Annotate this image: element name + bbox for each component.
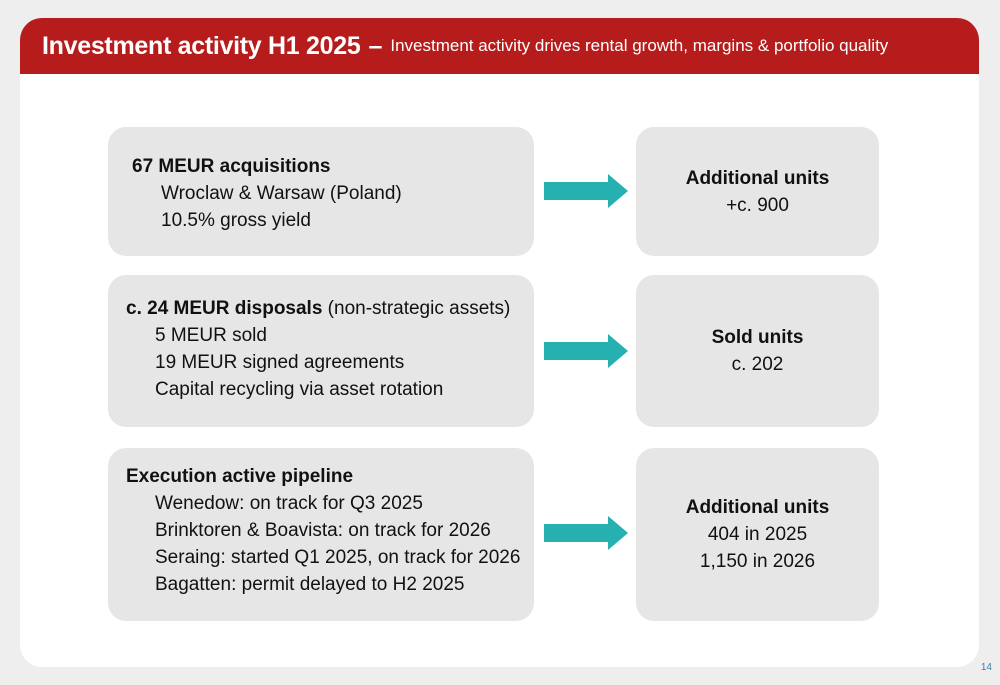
pipeline-line: Bagatten: permit delayed to H2 2025 — [155, 574, 465, 595]
disposals-box: c. 24 MEUR disposals (non-strategic asse… — [108, 275, 534, 427]
disposals-line: 19 MEUR signed agreements — [155, 352, 405, 373]
disposals-heading-bold: c. 24 MEUR disposals — [126, 298, 323, 319]
slide-header: Investment activity H1 2025 – Investment… — [20, 18, 979, 74]
sold-units-value: c. 202 — [731, 354, 784, 375]
additional-units-title: Additional units — [685, 167, 830, 189]
disposals-heading-rest: (non-strategic assets) — [322, 298, 511, 319]
additional-units-box: Additional units +c. 900 — [636, 127, 879, 256]
slide-card: Investment activity H1 2025 – Investment… — [20, 18, 979, 667]
slide-subtitle: Investment activity drives rental growth… — [390, 36, 889, 55]
pipeline-heading: Execution active pipeline — [126, 463, 534, 490]
title-separator: – — [368, 31, 383, 60]
pipeline-units-box: Additional units 404 in 2025 1,150 in 20… — [636, 448, 879, 621]
page-number: 14 — [980, 662, 992, 673]
acquisitions-box: 67 MEUR acquisitions Wroclaw & Warsaw (P… — [108, 127, 534, 256]
pipeline-box: Execution active pipeline Wenedow: on tr… — [108, 448, 534, 621]
slide-title: Investment activity H1 2025 — [42, 31, 361, 60]
arrow-right-icon — [544, 174, 628, 208]
acquisitions-heading-bold: 67 MEUR acquisitions — [132, 156, 331, 177]
pipeline-line: Seraing: started Q1 2025, on track for 2… — [155, 547, 521, 568]
sold-units-title: Sold units — [711, 327, 804, 348]
arrow-right-icon — [544, 334, 628, 368]
pipeline-line: Brinktoren & Boavista: on track for 2026 — [155, 520, 491, 541]
pipeline-line: Wenedow: on track for Q3 2025 — [155, 493, 423, 514]
arrow-right-icon — [544, 516, 628, 550]
disposals-heading: c. 24 MEUR disposals (non-strategic asse… — [126, 295, 534, 322]
pipeline-units-value-2026: 1,150 in 2026 — [699, 551, 816, 572]
disposals-line: 5 MEUR sold — [155, 325, 267, 346]
acquisitions-line: Wroclaw & Warsaw (Poland) — [161, 183, 402, 204]
sold-units-box: Sold units c. 202 — [636, 275, 879, 427]
acquisitions-line: 10.5% gross yield — [161, 210, 311, 231]
additional-units-value: +c. 900 — [726, 194, 789, 216]
acquisitions-heading: 67 MEUR acquisitions — [132, 153, 534, 180]
pipeline-units-title: Additional units — [685, 497, 830, 518]
pipeline-units-value-2025: 404 in 2025 — [707, 524, 808, 545]
pipeline-heading-bold: Execution active pipeline — [126, 466, 354, 487]
disposals-line: Capital recycling via asset rotation — [155, 379, 444, 400]
